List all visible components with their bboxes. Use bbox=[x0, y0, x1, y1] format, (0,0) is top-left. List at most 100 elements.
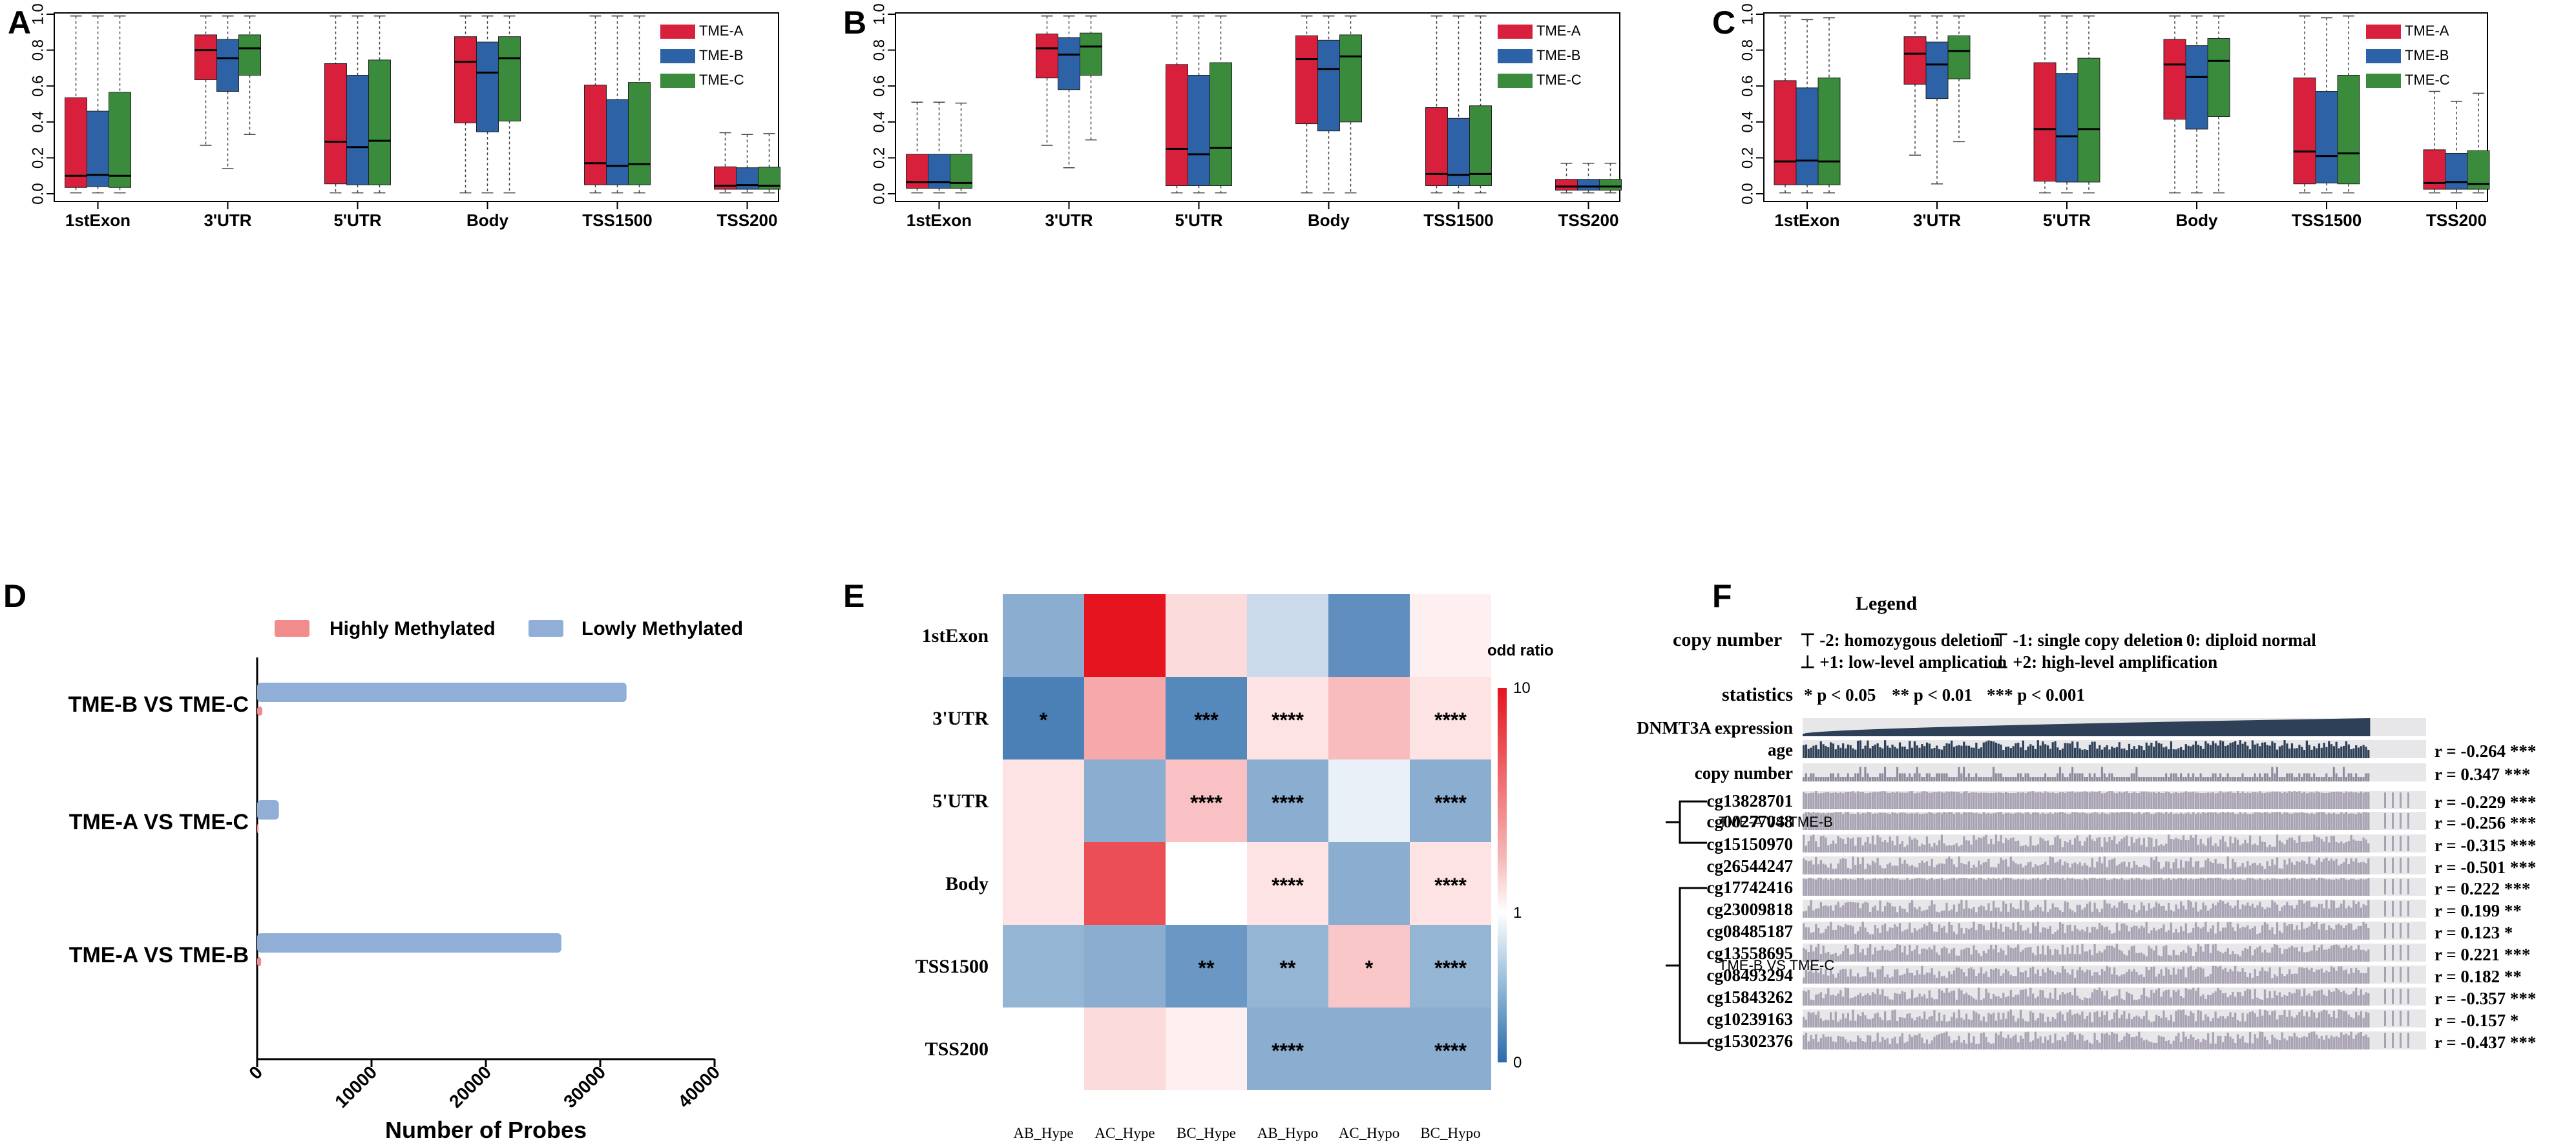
box-body bbox=[1339, 34, 1362, 123]
bracket-tme-a-vs-tme-b bbox=[1679, 800, 1707, 844]
cell-tss200-bc-hypo bbox=[1410, 1008, 1491, 1090]
x-tick-label-tss1500: TSS1500 bbox=[1423, 211, 1493, 230]
color-scale-tick: 1 bbox=[1513, 904, 1522, 922]
row-label-3-utr: 3'UTR bbox=[932, 708, 989, 729]
y-tick-label: 0.8 bbox=[1739, 39, 1756, 61]
track-label-cg15150970: cg15150970 bbox=[1707, 834, 1793, 854]
box-tme-a-1stexon bbox=[906, 101, 928, 194]
box-tme-c-5-utr bbox=[368, 16, 391, 194]
plot-frame bbox=[895, 12, 1620, 202]
cell-1stexon-bc-hypo bbox=[1410, 594, 1491, 677]
cell-1stexon-ab-hype bbox=[1003, 594, 1084, 677]
cell-tss200-bc-hype bbox=[1166, 1008, 1247, 1090]
legend-swatch-lowly-methylated bbox=[529, 620, 563, 637]
box-body bbox=[454, 36, 477, 123]
y-tick-label: 0.6 bbox=[870, 76, 888, 97]
panel-a-boxplot: 0.0 0.2 0.4 0.6 0.8 1.0 1stExon 3'UTR 5'UTR Body T… bbox=[29, 3, 780, 230]
track-correlation-copy-number: r = 0.347 *** bbox=[2435, 765, 2530, 784]
box-tme-b-tss200 bbox=[2445, 101, 2468, 194]
box-body bbox=[1796, 87, 1819, 185]
y-tick-label: 0.0 bbox=[29, 183, 47, 204]
x-tick-label: 20000 bbox=[445, 1062, 495, 1111]
legend-label-tme-a: TME-A bbox=[2405, 23, 2449, 39]
box-tme-c-5-utr bbox=[2077, 16, 2100, 194]
box-body bbox=[2445, 152, 2468, 190]
box-tme-b-tss200 bbox=[1577, 162, 1600, 194]
box-tme-a-tss1500 bbox=[1425, 16, 1448, 194]
track-correlation-cg08485187: r = 0.123 * bbox=[2435, 923, 2513, 942]
box-tme-b-3-utr bbox=[1058, 16, 1080, 169]
y-tick-label: 0.0 bbox=[1739, 183, 1756, 204]
cell-tss1500-ac-hypo bbox=[1328, 925, 1410, 1008]
legend-cn-item: ⊤ -1: single copy deletion bbox=[1993, 630, 2183, 650]
box-body bbox=[1188, 75, 1210, 186]
x-tick-label-body: Body bbox=[2176, 211, 2219, 230]
cell-stars: **** bbox=[1272, 874, 1304, 897]
track-label-cg26544247: cg26544247 bbox=[1707, 856, 1793, 876]
cell-body-bc-hypo bbox=[1410, 842, 1491, 925]
x-tick-label-tss1500: TSS1500 bbox=[2292, 211, 2361, 230]
legend-copy-number-label: copy number bbox=[1673, 629, 1782, 650]
cell-stars: **** bbox=[1190, 791, 1222, 814]
panel-label-d: D bbox=[3, 578, 26, 614]
box-tme-c-body bbox=[498, 16, 521, 194]
cell-tss1500-ab-hypo bbox=[1247, 925, 1328, 1008]
legend-label-highly-methylated: Highly Methylated bbox=[330, 618, 496, 639]
box-body bbox=[584, 85, 607, 185]
box-tme-a-tss200 bbox=[1555, 162, 1578, 194]
track-correlation-cg13558695: r = 0.221 *** bbox=[2435, 945, 2530, 964]
panel-f-oncoprint: Legend copy number ⊤ -2: homozygous deleti… bbox=[1637, 593, 2536, 1052]
box-body bbox=[1925, 41, 1949, 99]
group-label-tme-a-vs-tme-b: TME-A VS TME-B bbox=[1719, 814, 1833, 830]
row-label-tss1500: TSS1500 bbox=[916, 956, 989, 977]
legend-swatch-highly-methylated bbox=[275, 620, 309, 637]
track-label-dnmt3a-expression: DNMT3A expression bbox=[1637, 718, 1793, 738]
x-tick-label-tss200: TSS200 bbox=[717, 211, 778, 230]
track-label-cg08493294: cg08493294 bbox=[1707, 966, 1793, 985]
box-tme-b-1stexon bbox=[928, 101, 950, 194]
track-label-copy-number: copy number bbox=[1695, 763, 1793, 783]
legend-swatch-tme-b bbox=[1498, 49, 1533, 63]
bracket-tme-b-vs-tme-c bbox=[1679, 887, 1707, 1044]
track-bars-dnmt3a-expression bbox=[1803, 718, 2371, 736]
box-body bbox=[476, 41, 499, 132]
panel-c-boxplot: 0.0 0.2 0.4 0.6 0.8 1.0 1stExon 3'UTR 5'UTR Body T… bbox=[1739, 3, 2490, 230]
box-body bbox=[346, 75, 369, 185]
y-tick-label: 1.0 bbox=[1739, 3, 1756, 25]
legend-label-tme-c: TME-C bbox=[699, 72, 744, 88]
cell-3-utr-ab-hypo bbox=[1247, 677, 1328, 760]
cell-tss200-ac-hype bbox=[1084, 1008, 1166, 1090]
track-correlation-cg15150970: r = -0.315 *** bbox=[2435, 836, 2536, 855]
y-tick-label: 0.8 bbox=[29, 39, 47, 61]
box-tme-b-5-utr bbox=[1188, 16, 1210, 194]
legend-label-tme-a: TME-A bbox=[1536, 23, 1581, 39]
panel-label-e: E bbox=[843, 578, 864, 614]
box-tme-a-tss200 bbox=[714, 132, 737, 194]
box-tme-c-3-utr bbox=[1080, 16, 1102, 141]
cell-stars: **** bbox=[1272, 708, 1304, 732]
col-label-ab-hype: AB_Hype bbox=[1013, 1125, 1073, 1141]
bar-lowly-tme-a-vs-tme-b bbox=[257, 933, 561, 953]
box-body bbox=[2207, 38, 2230, 117]
track-bars-copy-number bbox=[1803, 767, 2370, 781]
box-body bbox=[928, 154, 950, 189]
x-tick-label-1stexon: 1stExon bbox=[906, 211, 972, 230]
track-correlation-cg26544247: r = -0.501 *** bbox=[2435, 858, 2536, 877]
track-bars-cg08493294 bbox=[1803, 966, 2409, 984]
box-tme-b-3-utr bbox=[1925, 16, 1949, 185]
x-tick-label-1stexon: 1stExon bbox=[1774, 211, 1839, 230]
track-correlation-cg13828701: r = -0.229 *** bbox=[2435, 792, 2536, 812]
y-tick-label: 1.0 bbox=[29, 3, 47, 25]
cell-tss200-ab-hype bbox=[1003, 1008, 1084, 1090]
box-tme-b-body bbox=[476, 16, 499, 194]
legend-cn-item: ⊥ +2: high-level amplification bbox=[1993, 652, 2217, 672]
box-body bbox=[1947, 35, 1971, 79]
box-tme-b-5-utr bbox=[346, 16, 369, 194]
box-tme-c-tss1500 bbox=[628, 16, 651, 194]
box-body bbox=[368, 59, 391, 185]
panel-d-barchart: Highly Methylated Lowly Methylated TME-B V… bbox=[68, 618, 743, 1143]
track-label-cg08485187: cg08485187 bbox=[1707, 922, 1793, 941]
legend-swatch-tme-a bbox=[660, 25, 695, 39]
track-bars-cg15302376 bbox=[1803, 1031, 2409, 1049]
